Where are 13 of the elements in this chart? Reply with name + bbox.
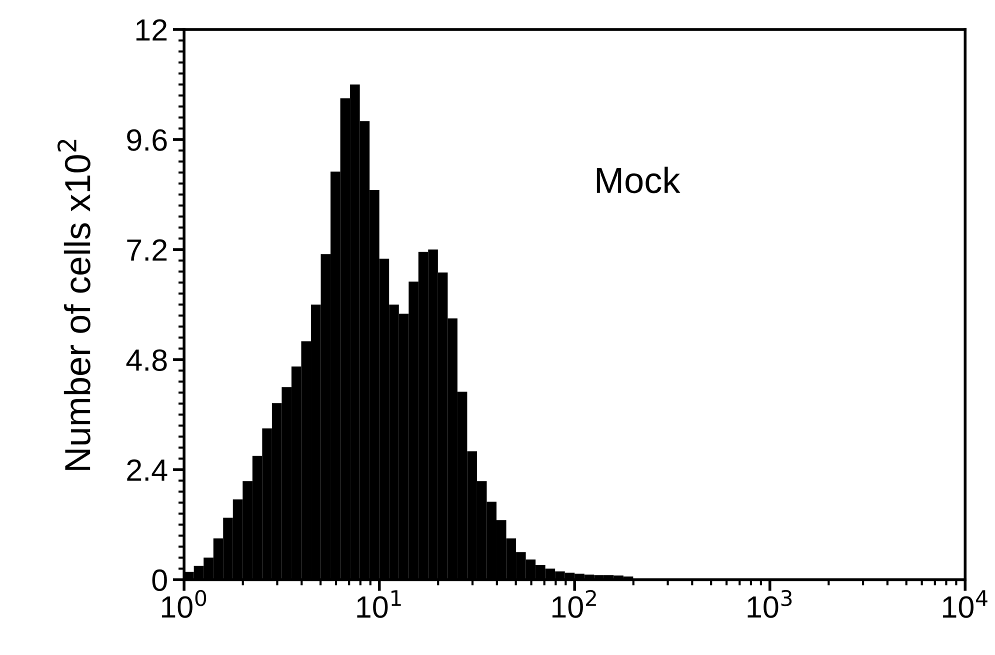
y-tick-label: 7.2 xyxy=(127,239,167,261)
y-tick-label: 0 xyxy=(152,569,167,592)
y-tick-label: 4.8 xyxy=(126,349,167,371)
x-tick-label: 10$^{1}$ xyxy=(357,590,401,618)
y-tick-label: 2.4 xyxy=(127,459,168,481)
x-tick-label: 10$^{0}$ xyxy=(162,590,206,618)
y-tick-label: 9.6 xyxy=(127,129,167,151)
y-tick-label: 12 xyxy=(136,19,167,41)
annotation: Mock xyxy=(596,166,680,194)
y-axis-title: Number of cells x10$^{2}$ xyxy=(58,140,90,470)
x-tick-label: 10$^{4}$ xyxy=(943,590,988,618)
x-tick-label: 10$^{3}$ xyxy=(748,590,792,618)
x-tick-label: 10$^{2}$ xyxy=(552,590,596,618)
